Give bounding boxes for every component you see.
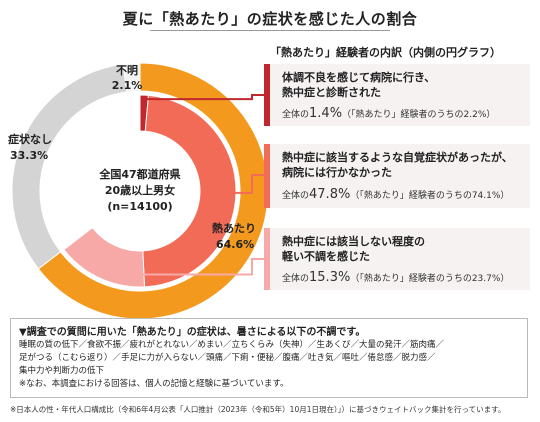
legend-percent: 全体の47.8%（「熱あたり」経験者のうちの74.1%） bbox=[282, 187, 510, 202]
legend-item-no-hospital: 熱中症に該当するような自覚症状があったが、 病院には行かなかった 全体の47.8%… bbox=[264, 144, 530, 208]
legend-color-bar bbox=[264, 144, 270, 208]
center-line-2: 20歳以上男女 bbox=[105, 183, 175, 197]
center-line-3: (n=14100) bbox=[107, 200, 172, 213]
note-line-1: 睡眠の質の低下／食欲不振／疲れがとれない／めまい／立ちくらみ（失神）／生あくび／… bbox=[19, 340, 445, 350]
connector-line-0 bbox=[144, 94, 264, 101]
legend-heading: 熱中症に該当するような自覚症状があったが、 病院には行かなかった bbox=[282, 151, 513, 179]
label-heat-value: 64.6% bbox=[216, 238, 254, 251]
symptom-note-box: ▼調査での質問に用いた「熱あたり」の症状は、暑さによる以下の不調です。 睡眠の質… bbox=[10, 318, 528, 398]
legend-percent: 全体の15.3%（「熱あたり」経験者のうちの23.7%） bbox=[282, 270, 510, 285]
breakdown-title: 「熱あたり」経験者の内訳（内側の円グラフ） bbox=[270, 46, 501, 59]
label-heat-name: 熱あたり bbox=[212, 221, 256, 235]
outer-slice-2 bbox=[122, 62, 141, 93]
legend-item-mild: 熱中症には該当しない程度の 軽い不調を感じた 全体の15.3%（「熱あたり」経験者… bbox=[264, 228, 530, 290]
connector-line-1 bbox=[231, 174, 264, 194]
inner-slice-3 bbox=[43, 94, 141, 251]
legend-item-diagnosed: 体調不良を感じて病院に行き、 熱中症と診断された 全体の1.4%（「熱あたり」経験… bbox=[264, 64, 530, 126]
donut-hole bbox=[80, 131, 200, 251]
note-line-3: 集中力や判断力の低下 bbox=[19, 366, 105, 376]
legend-color-bar bbox=[264, 228, 270, 290]
connector-line-2 bbox=[101, 258, 264, 276]
title-underline bbox=[150, 30, 390, 31]
legend-color-bar bbox=[264, 64, 270, 126]
note-heading: ▼調査での質問に用いた「熱あたり」の症状は、暑さによる以下の不調です。 bbox=[19, 327, 366, 338]
center-line-1: 全国47都道府県 bbox=[98, 167, 180, 181]
note-line-2: 足がつる（こむら返り）／手足に力が入らない／頭痛／下痢・便秘／腹痛／吐き気／嘔吐… bbox=[19, 353, 436, 363]
outer-slice-0 bbox=[37, 62, 269, 320]
legend-heading: 体調不良を感じて病院に行き、 熱中症と診断された bbox=[282, 71, 436, 99]
outer-ring bbox=[11, 62, 269, 320]
legend-connectors bbox=[101, 94, 264, 276]
legend-percent: 全体の1.4%（「熱あたり」経験者のうちの2.2%） bbox=[282, 106, 496, 121]
donut-chart: 全国47都道府県 20歳以上男女 (n=14100) 不明 2.1% 症状なし … bbox=[8, 62, 269, 320]
footnote: ※日本人の性・年代人口構成比（令和6年4月公表「人口推計（2023年（令和5年）… bbox=[10, 405, 506, 414]
note-body: 睡眠の質の低下／食欲不振／疲れがとれない／めまい／立ちくらみ（失神）／生あくび／… bbox=[19, 339, 519, 391]
chart-title: 夏に「熱あたり」の症状を感じた人の割合 bbox=[122, 10, 418, 28]
label-unknown-name: 不明 bbox=[116, 64, 138, 77]
legend-heading: 熱中症には該当しない程度の 軽い不調を感じた bbox=[282, 235, 425, 263]
note-line-4: ※なお、本調査における回答は、個人の記憶と経験に基づいています。 bbox=[19, 379, 289, 389]
label-no-symptom-name: 症状なし bbox=[8, 132, 52, 146]
label-no-symptom-value: 33.3% bbox=[10, 149, 48, 162]
label-unknown-value: 2.1% bbox=[112, 79, 143, 92]
